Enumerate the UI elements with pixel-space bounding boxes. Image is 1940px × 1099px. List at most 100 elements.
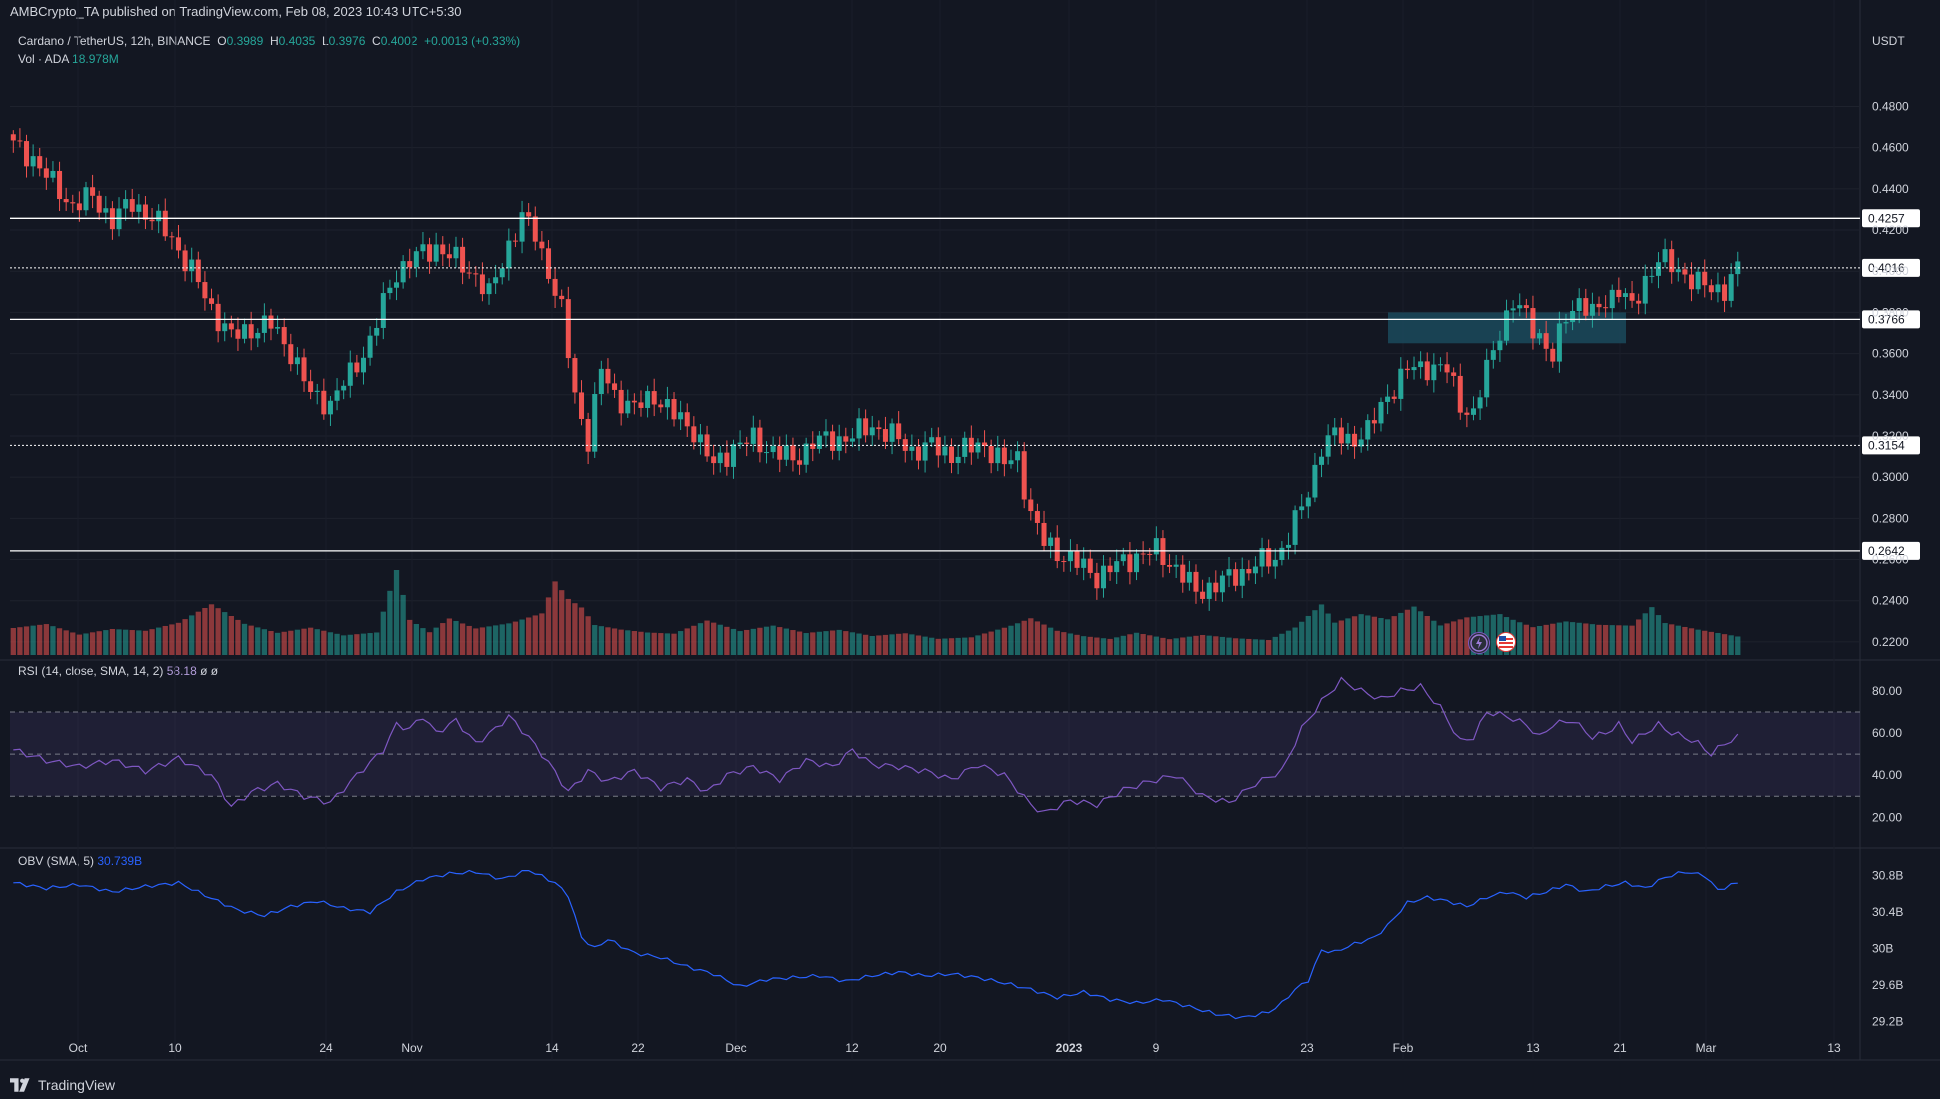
time-tick-label: Oct: [69, 1041, 88, 1055]
symbol-label[interactable]: Cardano / TetherUS, 12h, BINANCE: [18, 34, 211, 48]
candle-body: [1001, 447, 1007, 465]
volume-bar: [896, 633, 902, 655]
candle-body: [526, 212, 532, 217]
time-tick-label: 21: [1613, 1041, 1627, 1055]
volume-bar: [1127, 634, 1133, 655]
candle-body: [1292, 510, 1298, 545]
candle-body: [242, 324, 248, 339]
volume-bar: [1199, 635, 1206, 655]
candle-body: [982, 442, 988, 446]
publisher-header: AMBCrypto_TA published on TradingView.co…: [10, 4, 462, 19]
candle-body: [1510, 308, 1516, 311]
rsi-tick-label: 80.00: [1872, 684, 1902, 698]
price-tick-label: 0.4800: [1872, 99, 1909, 113]
candle-body: [1523, 305, 1529, 309]
candle-body: [1226, 569, 1232, 576]
candle-body: [810, 443, 816, 449]
candle-body: [367, 335, 373, 358]
volume-bar: [1160, 637, 1166, 655]
volume-bar: [572, 603, 578, 655]
volume-bar: [400, 594, 406, 655]
volume-bar: [625, 630, 631, 655]
candle-body: [321, 390, 327, 415]
candle-body: [975, 442, 981, 453]
rsi-legend: RSI (14, close, SMA, 14, 2) 58.18 ø ø: [18, 664, 218, 678]
volume-bar: [1074, 634, 1080, 655]
candle-body: [869, 427, 875, 436]
time-tick-label: 14: [545, 1041, 559, 1055]
candle-body: [1735, 261, 1741, 275]
time-tick-label: 9: [1153, 1041, 1160, 1055]
obv-label[interactable]: OBV (SMA, 5): [18, 854, 95, 868]
candle-body: [1398, 368, 1404, 399]
price-tick-label: 0.3600: [1872, 347, 1909, 361]
candle-body: [123, 199, 129, 209]
volume-bar: [76, 634, 83, 655]
candle-body: [493, 277, 499, 284]
candle-body: [57, 170, 63, 200]
volume-bar: [631, 631, 638, 655]
candle-body: [1206, 582, 1212, 599]
candle-body: [17, 140, 23, 142]
volume-bar: [763, 626, 770, 655]
candle-body: [1530, 308, 1536, 339]
volume-bar: [1041, 624, 1047, 655]
volume-bar: [1061, 632, 1067, 655]
level-label-box: [1862, 310, 1920, 329]
volume-bar: [1120, 635, 1126, 655]
candle-body: [711, 456, 717, 464]
candle-body: [671, 399, 677, 420]
volume-bar: [1556, 622, 1563, 655]
level-label: 0.3766: [1868, 312, 1905, 326]
volume-bar: [644, 632, 651, 655]
candle-body: [248, 324, 254, 339]
volume-bar: [1054, 630, 1060, 655]
candle-body: [1100, 565, 1106, 589]
volume-bar: [1642, 613, 1648, 655]
candle-body: [1418, 361, 1424, 368]
candle-body: [215, 303, 221, 332]
footer-brand[interactable]: TradingView: [38, 1077, 116, 1093]
volume-bar: [1536, 626, 1543, 655]
candle-body: [1371, 420, 1377, 424]
candle-body: [1682, 269, 1688, 275]
volume-bar: [929, 637, 935, 655]
volume-bar: [334, 633, 340, 655]
candle-body: [189, 259, 195, 272]
volume-bar: [1008, 625, 1014, 655]
candle-body: [856, 418, 862, 439]
candle-body: [823, 431, 829, 436]
volume-bar: [512, 621, 519, 655]
volume-bar: [149, 629, 155, 655]
candle-body: [281, 327, 287, 345]
volume-bar: [70, 632, 76, 655]
candle-body: [882, 429, 888, 442]
candle-body: [327, 400, 333, 415]
us-flag-icon[interactable]: [1496, 632, 1516, 652]
chart-canvas[interactable]: 0.4257 0.4016 0.3766 0.3154 0.2642 USDT 0.480…: [0, 0, 1940, 1070]
publisher-text: AMBCrypto_TA published on TradingView.co…: [10, 4, 462, 19]
candle-body: [1695, 271, 1701, 290]
volume-label[interactable]: Vol · ADA: [18, 52, 69, 66]
volume-bar: [1728, 635, 1734, 655]
volume-bar: [393, 570, 400, 655]
volume-bar: [169, 624, 175, 655]
volume-bar: [922, 636, 928, 655]
volume-bar: [684, 628, 690, 655]
candle-body: [506, 240, 512, 269]
candle-body: [440, 244, 446, 255]
rsi-label[interactable]: RSI (14, close, SMA, 14, 2): [18, 664, 164, 678]
candle-body: [1285, 544, 1291, 548]
volume-bar: [360, 633, 367, 655]
volume-bar: [704, 620, 710, 655]
candle-body: [334, 390, 340, 401]
candle-body: [1715, 284, 1721, 293]
lightning-icon[interactable]: [1468, 632, 1490, 654]
volume-bar: [770, 625, 776, 655]
candle-body: [935, 437, 941, 456]
candle-body: [1550, 348, 1556, 362]
candle-body: [962, 437, 968, 457]
volume-bar: [757, 627, 763, 655]
candle-body: [420, 244, 426, 252]
volume-bar: [975, 635, 981, 655]
